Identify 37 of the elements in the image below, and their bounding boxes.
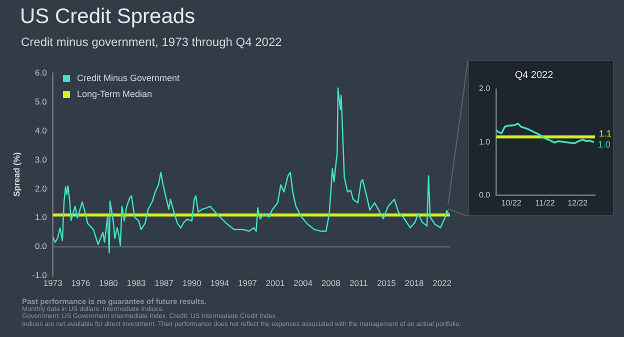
y-tick-label: 3.0 (35, 154, 48, 164)
x-tick-label: 12/22 (568, 198, 588, 208)
y-tick-label: 2.0 (35, 183, 48, 194)
legend-label: Long-Term Median (77, 89, 152, 99)
y-tick-label: 2.0 (478, 84, 491, 94)
y-tick-label: 4.0 (35, 125, 48, 136)
x-tick-label: 2004 (294, 278, 313, 288)
data-label: 1.1 (599, 128, 612, 138)
x-tick-label: 1983 (126, 278, 146, 288)
chart-subtitle: Credit minus government, 1973 through Q4 2022 (21, 35, 282, 49)
legend-label: Credit Minus Government (77, 73, 180, 83)
x-tick-label: 1997 (238, 278, 258, 288)
y-tick-label: 6.0 (35, 67, 48, 78)
x-tick-label: 1976 (71, 278, 90, 288)
y-tick-label: -1.0 (32, 270, 48, 280)
x-tick-label: 2011 (350, 278, 368, 288)
x-tick-label: 10/22 (501, 198, 522, 208)
y-tick-label: 1.0 (35, 212, 48, 222)
x-tick-label: 11/22 (535, 198, 556, 208)
x-tick-label: 1980 (98, 278, 118, 288)
x-tick-label: 2022 (432, 278, 452, 288)
x-tick-label: 2015 (376, 278, 396, 288)
x-tick-label: 2001 (266, 278, 285, 288)
x-tick-label: 2008 (321, 278, 341, 288)
y-tick-label: 5.0 (35, 96, 48, 106)
chart-title: US Credit Spreads (20, 5, 196, 29)
y-axis-title: Spread (%) (11, 152, 22, 197)
y-tick-label: 0.0 (478, 190, 491, 200)
x-tick-label: 1994 (210, 278, 230, 288)
x-tick-label: 1990 (182, 278, 202, 288)
chart-title: Q4 2022 (514, 70, 554, 81)
data-label: 1.0 (598, 140, 610, 150)
x-tick-label: 2018 (404, 278, 424, 288)
x-tick-label: 1987 (154, 278, 174, 288)
y-tick-label: 0.0 (35, 241, 48, 252)
y-tick-label: 1.0 (478, 137, 491, 146)
x-tick-label: 1973 (43, 278, 63, 288)
